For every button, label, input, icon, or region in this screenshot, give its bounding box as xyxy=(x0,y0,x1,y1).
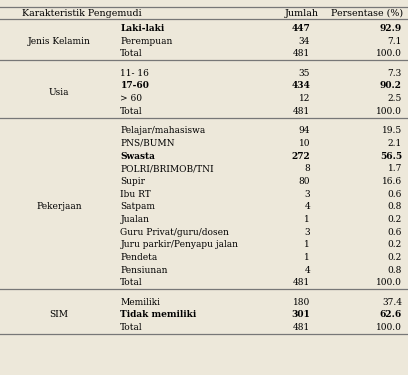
Text: 34: 34 xyxy=(299,37,310,46)
Text: 62.6: 62.6 xyxy=(379,310,402,320)
Text: Karakteristik Pengemudi: Karakteristik Pengemudi xyxy=(22,9,142,18)
Text: Laki-laki: Laki-laki xyxy=(120,24,164,33)
Text: 94: 94 xyxy=(299,126,310,135)
Text: 4: 4 xyxy=(304,266,310,274)
Text: Pelajar/mahasiswa: Pelajar/mahasiswa xyxy=(120,126,206,135)
Text: 4: 4 xyxy=(304,202,310,211)
Text: 17-60: 17-60 xyxy=(120,81,149,90)
Text: 0.6: 0.6 xyxy=(388,228,402,237)
Text: 2.5: 2.5 xyxy=(388,94,402,103)
Text: 19.5: 19.5 xyxy=(381,126,402,135)
Text: 11- 16: 11- 16 xyxy=(120,69,149,78)
Text: 3: 3 xyxy=(304,228,310,237)
Text: Pendeta: Pendeta xyxy=(120,253,157,262)
Text: Ibu RT: Ibu RT xyxy=(120,190,151,199)
Text: 12: 12 xyxy=(299,94,310,103)
Text: Persentase (%): Persentase (%) xyxy=(331,9,403,18)
Text: Jualan: Jualan xyxy=(120,215,149,224)
Text: 447: 447 xyxy=(291,24,310,33)
Text: 92.9: 92.9 xyxy=(379,24,402,33)
Text: Total: Total xyxy=(120,323,143,332)
Text: Total: Total xyxy=(120,278,143,287)
Text: 481: 481 xyxy=(293,323,310,332)
Text: Memiliki: Memiliki xyxy=(120,298,160,307)
Text: Tidak memiliki: Tidak memiliki xyxy=(120,310,197,320)
Text: 0.2: 0.2 xyxy=(388,240,402,249)
Text: > 60: > 60 xyxy=(120,94,142,103)
Text: Usia: Usia xyxy=(49,88,69,97)
Text: 2.1: 2.1 xyxy=(388,139,402,148)
Text: 100.0: 100.0 xyxy=(376,278,402,287)
Text: 1.7: 1.7 xyxy=(388,164,402,173)
Text: 3: 3 xyxy=(304,190,310,199)
Text: 1: 1 xyxy=(304,215,310,224)
Text: Perempuan: Perempuan xyxy=(120,37,173,46)
Text: 80: 80 xyxy=(299,177,310,186)
Text: 434: 434 xyxy=(291,81,310,90)
Text: Pekerjaan: Pekerjaan xyxy=(36,202,82,211)
Text: 90.2: 90.2 xyxy=(380,81,402,90)
Text: 8: 8 xyxy=(304,164,310,173)
Text: 7.1: 7.1 xyxy=(388,37,402,46)
Text: 0.2: 0.2 xyxy=(388,253,402,262)
Text: Jenis Kelamin: Jenis Kelamin xyxy=(28,37,91,46)
Text: 10: 10 xyxy=(299,139,310,148)
Text: 7.3: 7.3 xyxy=(388,69,402,78)
Text: Total: Total xyxy=(120,107,143,116)
Text: Swasta: Swasta xyxy=(120,152,155,160)
Text: 16.6: 16.6 xyxy=(382,177,402,186)
Text: 0.6: 0.6 xyxy=(388,190,402,199)
Text: SIM: SIM xyxy=(50,310,69,320)
Text: 100.0: 100.0 xyxy=(376,323,402,332)
Text: POLRI/BRIMOB/TNI: POLRI/BRIMOB/TNI xyxy=(120,164,214,173)
Text: Jumlah: Jumlah xyxy=(285,9,319,18)
Text: 100.0: 100.0 xyxy=(376,107,402,116)
Text: PNS/BUMN: PNS/BUMN xyxy=(120,139,175,148)
Text: 0.8: 0.8 xyxy=(388,266,402,274)
Text: Satpam: Satpam xyxy=(120,202,155,211)
Text: Juru parkir/Penyapu jalan: Juru parkir/Penyapu jalan xyxy=(120,240,238,249)
Text: 481: 481 xyxy=(293,50,310,58)
Text: 1: 1 xyxy=(304,253,310,262)
Text: 301: 301 xyxy=(291,310,310,320)
Text: 1: 1 xyxy=(304,240,310,249)
Text: 37.4: 37.4 xyxy=(382,298,402,307)
Text: 100.0: 100.0 xyxy=(376,50,402,58)
Text: 481: 481 xyxy=(293,278,310,287)
Text: Guru Privat/guru/dosen: Guru Privat/guru/dosen xyxy=(120,228,229,237)
Text: 481: 481 xyxy=(293,107,310,116)
Text: Total: Total xyxy=(120,50,143,58)
Text: 272: 272 xyxy=(291,152,310,160)
Text: Pensiunan: Pensiunan xyxy=(120,266,168,274)
Text: 0.2: 0.2 xyxy=(388,215,402,224)
Text: Supir: Supir xyxy=(120,177,145,186)
Text: 0.8: 0.8 xyxy=(388,202,402,211)
Text: 56.5: 56.5 xyxy=(380,152,402,160)
Text: 35: 35 xyxy=(299,69,310,78)
Text: 180: 180 xyxy=(293,298,310,307)
